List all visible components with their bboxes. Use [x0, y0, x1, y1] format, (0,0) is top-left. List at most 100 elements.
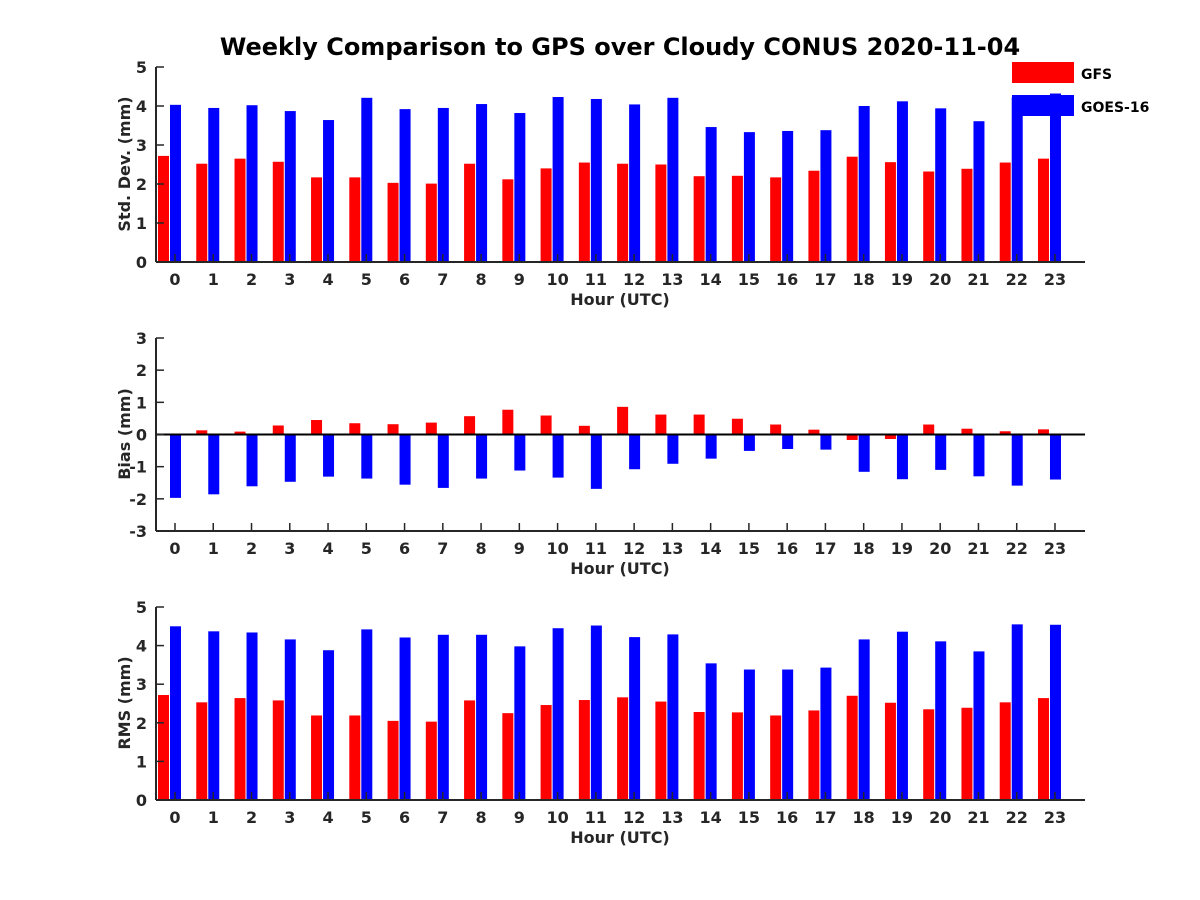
bar [425, 183, 437, 262]
bar [208, 434, 220, 495]
bar [246, 632, 258, 800]
bar [552, 434, 564, 478]
bar [667, 634, 679, 800]
x-axis-label: Hour (UTC) [570, 828, 670, 847]
x-tick-label: 15 [738, 270, 760, 289]
bar [476, 634, 488, 800]
x-tick-label: 8 [476, 539, 487, 558]
bar [846, 156, 858, 262]
x-tick-label: 17 [814, 808, 836, 827]
bar [540, 415, 552, 435]
x-tick-label: 23 [1044, 539, 1066, 558]
bar [667, 434, 679, 464]
series-goes16-bias [170, 434, 1061, 498]
bar [999, 162, 1011, 262]
bar [973, 651, 985, 800]
bar [399, 434, 411, 485]
x-axis-label: Hour (UTC) [570, 559, 670, 578]
bar [961, 168, 973, 262]
x-tick-label: 23 [1044, 808, 1066, 827]
y-tick-label: 1 [136, 393, 147, 412]
bar [387, 182, 399, 262]
x-tick-label: 21 [967, 808, 989, 827]
bar [693, 414, 705, 435]
bar [884, 434, 896, 439]
bar [514, 113, 526, 263]
bar [170, 104, 181, 262]
bar [272, 161, 284, 262]
bar [808, 710, 820, 800]
y-tick-label: 4 [136, 97, 147, 116]
bar [208, 631, 220, 800]
bar [782, 669, 794, 800]
bar [437, 107, 449, 262]
x-tick-label: 17 [814, 539, 836, 558]
bar [973, 121, 985, 263]
x-tick-label: 7 [437, 808, 448, 827]
x-tick-label: 19 [891, 808, 913, 827]
x-tick-label: 8 [476, 270, 487, 289]
y-axis-label: Bias (mm) [115, 388, 134, 480]
bar [655, 701, 667, 800]
x-tick-label: 2 [246, 539, 257, 558]
y-tick-label: -3 [129, 522, 147, 541]
bar [323, 120, 335, 262]
x-tick-label: 6 [399, 270, 410, 289]
y-tick-label: 2 [136, 714, 147, 733]
bar [1011, 97, 1023, 262]
bar [961, 707, 973, 800]
bar [935, 641, 947, 800]
x-tick-label: 19 [891, 270, 913, 289]
bar [770, 715, 782, 800]
bar [1011, 624, 1023, 800]
x-tick-label: 4 [322, 539, 333, 558]
bar [884, 702, 896, 800]
bar [617, 406, 629, 435]
bar [782, 130, 794, 262]
bar [896, 631, 908, 800]
bar [552, 97, 564, 262]
bar [590, 98, 602, 262]
bar [464, 416, 476, 435]
bar [999, 702, 1011, 800]
x-tick-label: 23 [1044, 270, 1066, 289]
series-goes16-rms [170, 624, 1061, 800]
bar [999, 431, 1011, 435]
x-tick-label: 5 [361, 270, 372, 289]
bar [629, 434, 641, 470]
bar [234, 698, 246, 800]
x-tick-label: 4 [322, 808, 333, 827]
bar [820, 130, 832, 262]
bar [196, 163, 208, 262]
x-tick-label: 0 [169, 270, 180, 289]
bar [1049, 434, 1061, 480]
x-tick-label: 15 [738, 539, 760, 558]
x-tick-label: 14 [700, 539, 722, 558]
x-tick-label: 13 [661, 270, 683, 289]
bar [846, 434, 858, 440]
x-tick-label: 20 [929, 270, 951, 289]
bar [552, 628, 564, 800]
bar [1037, 158, 1049, 262]
y-tick-label: -1 [129, 458, 147, 477]
bar [858, 639, 870, 800]
bar [935, 434, 947, 470]
bar [387, 720, 399, 800]
bar [731, 712, 743, 800]
x-tick-label: 12 [623, 270, 645, 289]
bar [361, 629, 373, 800]
bar [617, 697, 629, 800]
bar [705, 434, 717, 459]
series-gfs-bias [158, 406, 1049, 440]
bar [349, 177, 361, 262]
bar [743, 434, 755, 451]
bar [846, 695, 858, 800]
bar [158, 155, 169, 262]
x-axis-label: Hour (UTC) [570, 290, 670, 309]
y-tick-label: 0 [136, 253, 147, 272]
x-tick-label: 11 [585, 808, 607, 827]
bar [961, 428, 973, 435]
legend-label-gfs: GFS [1081, 67, 1112, 83]
bar [820, 667, 832, 800]
